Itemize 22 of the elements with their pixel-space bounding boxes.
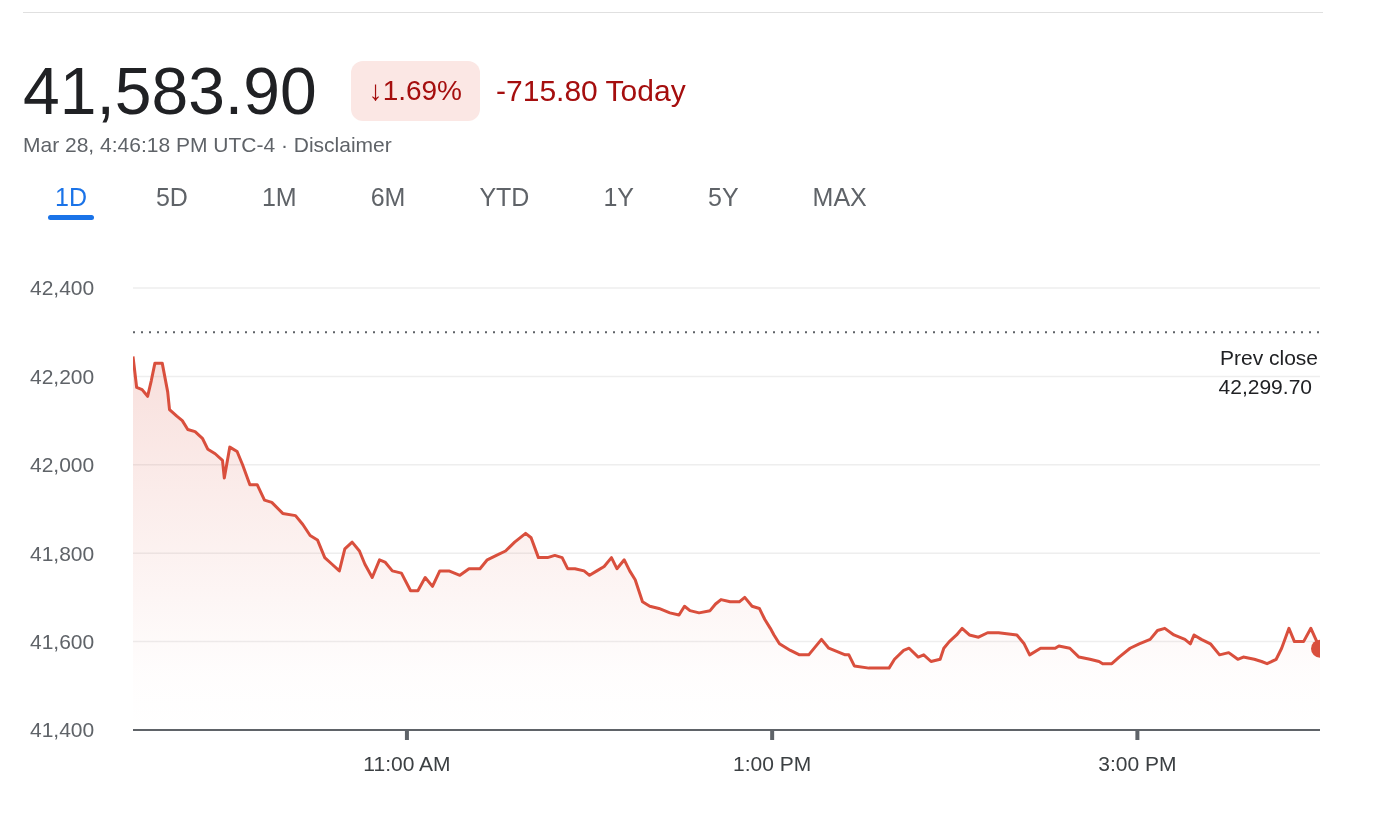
text: MAX — [811, 183, 868, 213]
text: 5D — [154, 183, 189, 213]
chart-title: 41,583.90 — [23, 53, 317, 129]
ref-line-label: Prev close 42,299.70 — [1218, 346, 1318, 399]
y-tick-label: 41,400 — [30, 718, 95, 742]
y-tick-label: 41,800 — [30, 541, 95, 565]
x-tick-label: 3:00 PM — [1098, 751, 1177, 775]
text: -715.80 Today — [496, 74, 686, 108]
y-tick-label: 42,400 — [30, 276, 95, 300]
y-tick-label: 42,200 — [30, 364, 95, 388]
chart-subtitle: Mar 28, 4:46:18 PM UTC-4 · Disclaimer — [23, 133, 393, 157]
text: 1M — [260, 183, 298, 213]
text: 1D — [54, 183, 88, 213]
text: YTD — [478, 183, 531, 213]
text: 5Y — [707, 183, 740, 213]
text: 6M — [369, 183, 407, 213]
y-tick-label: 42,000 — [30, 453, 95, 477]
text: 1Y — [602, 183, 635, 213]
text: ↓1.69% — [350, 61, 481, 121]
x-tick-label: 11:00 AM — [363, 751, 451, 775]
y-tick-label: 41,600 — [30, 630, 95, 654]
x-tick-label: 1:00 PM — [733, 751, 812, 775]
